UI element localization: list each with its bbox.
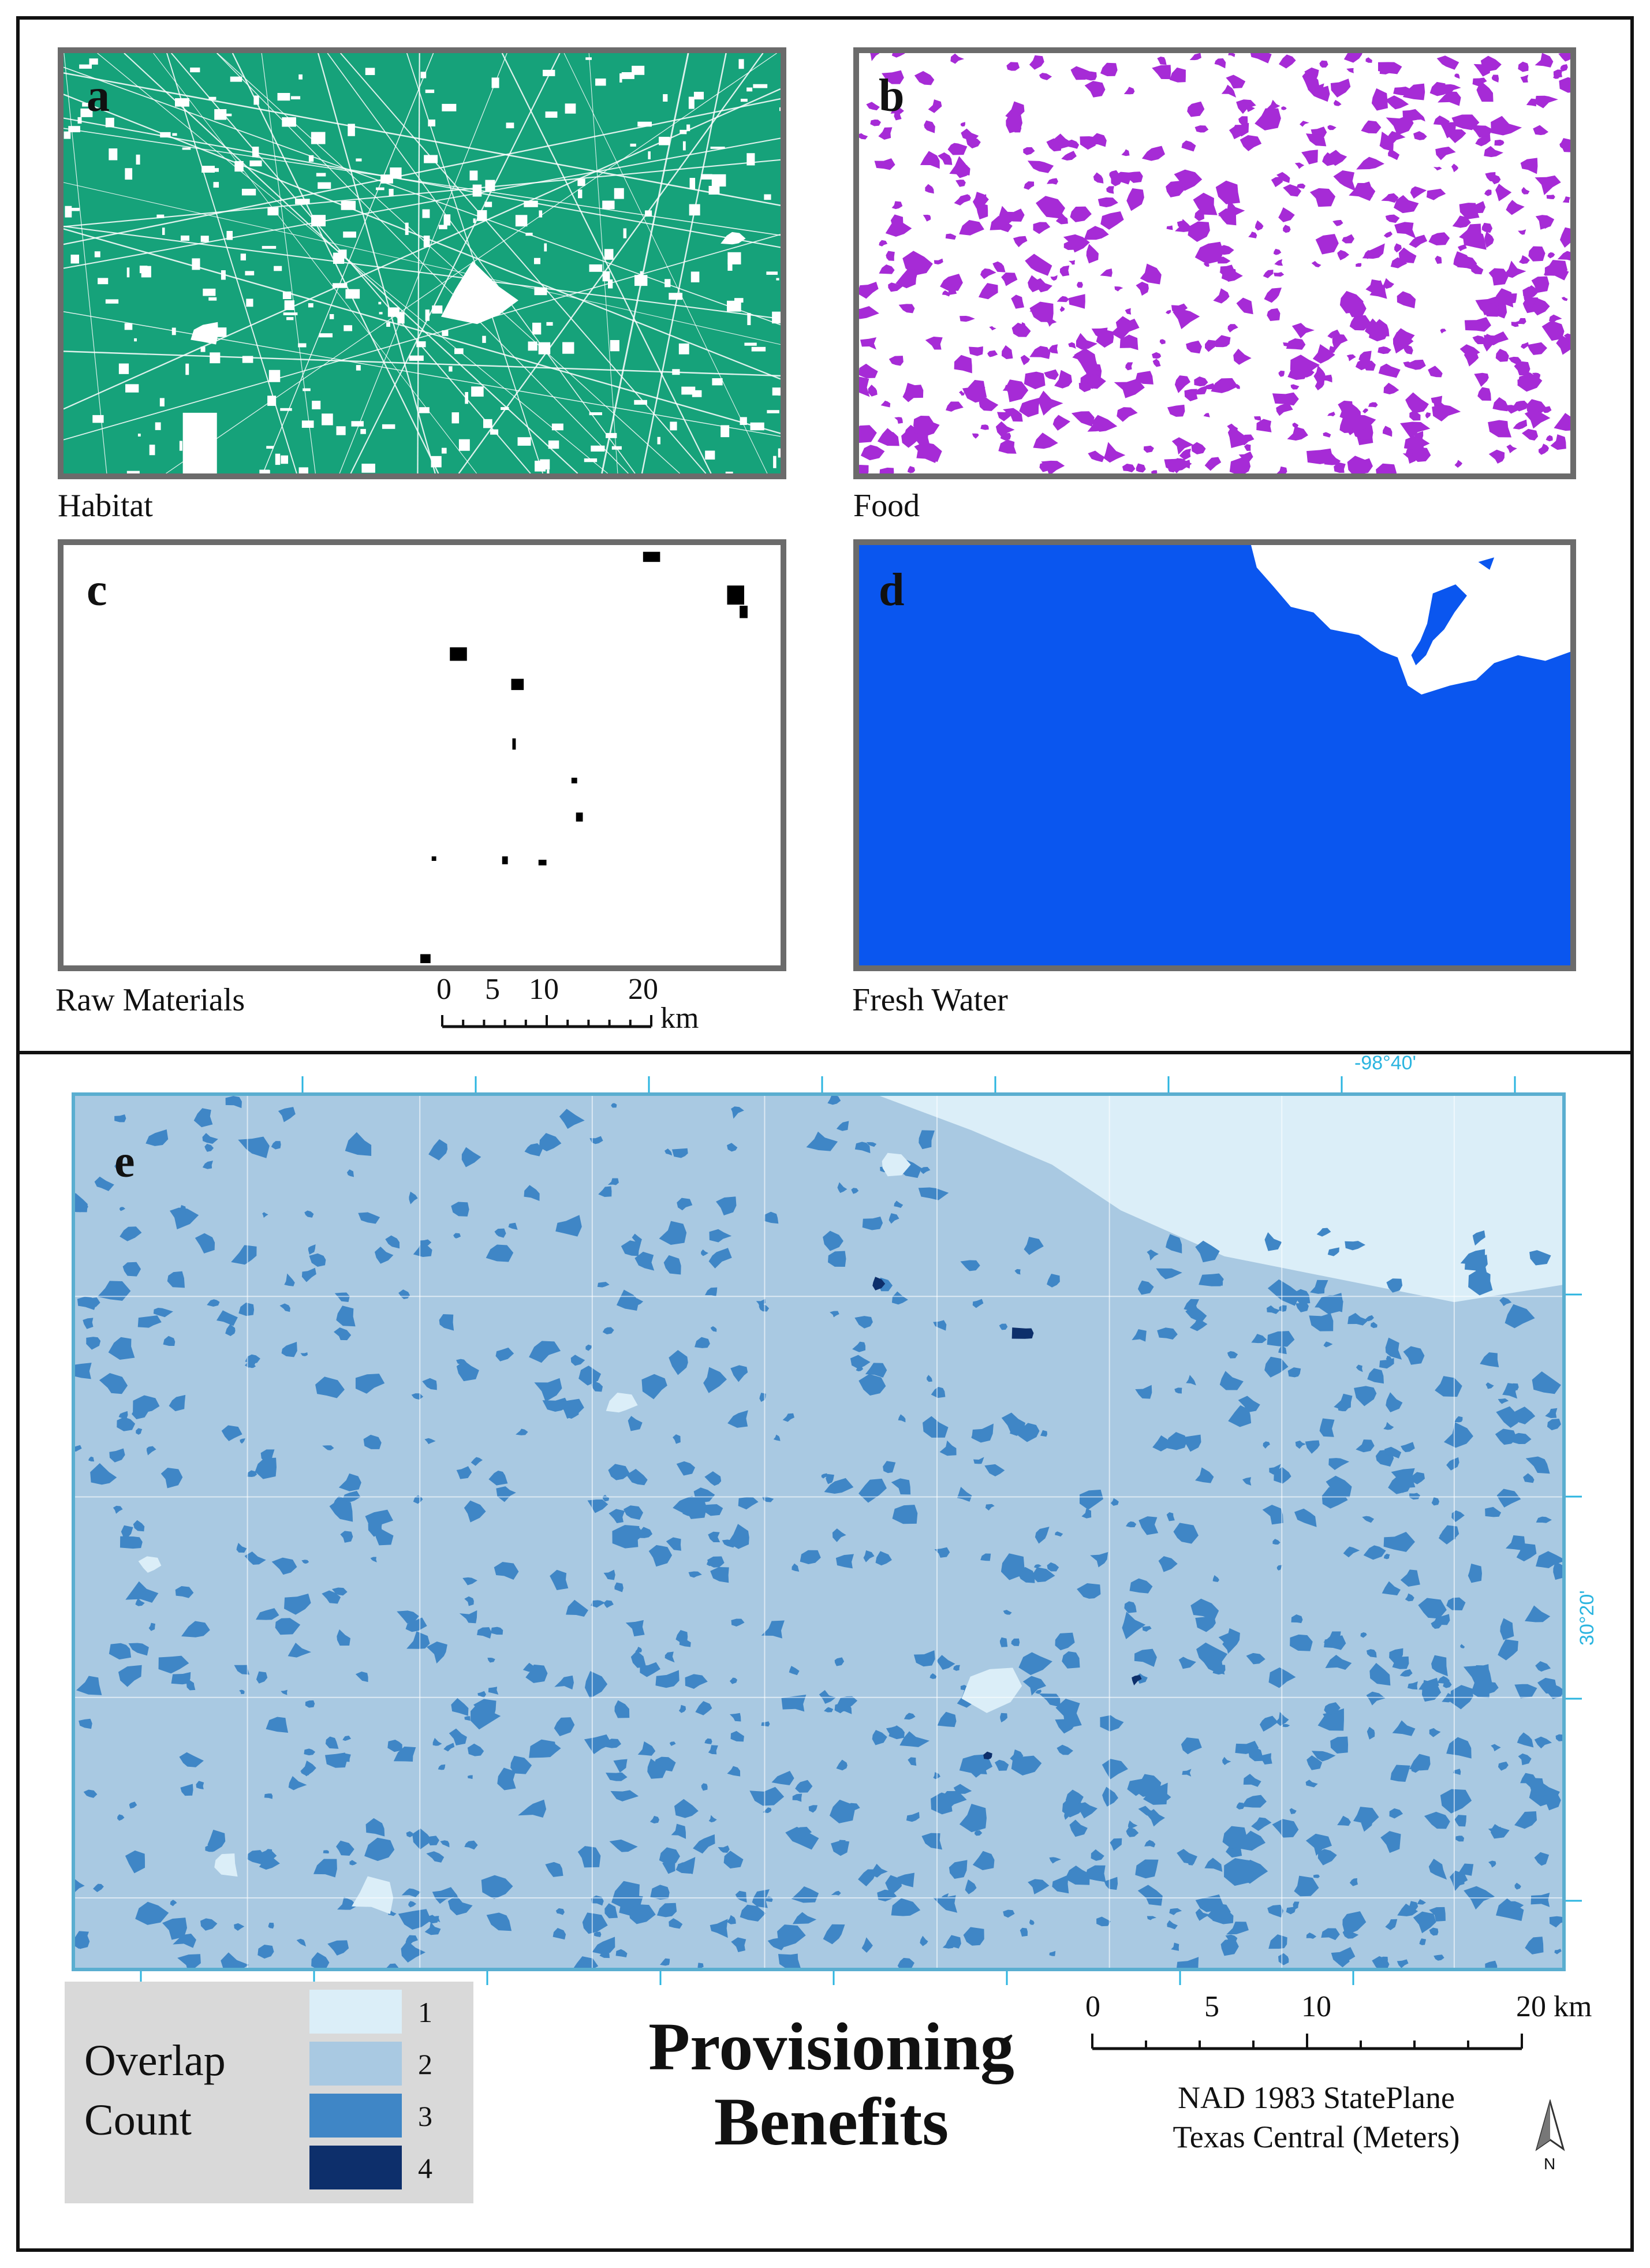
legend-title-line2: Count (84, 2095, 192, 2144)
small-scale-bar-line (441, 1015, 652, 1028)
caption-food: Food (853, 488, 920, 524)
map-panel-food (853, 47, 1576, 479)
figure-title: Provisioning Benefits (600, 2009, 1062, 2159)
main-scale-tick-10: 10 (1301, 1990, 1331, 2023)
north-arrow-label: N (1544, 2155, 1556, 2173)
title-line2: Benefits (714, 2083, 949, 2159)
projection-line2: Texas Central (Meters) (1173, 2119, 1460, 2154)
legend-swatch-2 (309, 2042, 402, 2086)
main-scale-tick-5: 5 (1204, 1990, 1219, 2023)
small-scale-bar: 0 5 10 20 km (436, 973, 715, 1038)
legend-swatch-4 (309, 2146, 402, 2189)
overlap-raster (75, 1096, 1562, 1968)
food-raster (859, 53, 1570, 473)
map-panel-raw-materials (58, 539, 786, 971)
small-scale-tick-5: 5 (485, 973, 500, 1006)
small-scale-tick-0: 0 (436, 973, 451, 1006)
main-scale-bar: 0 5 10 20 km (1085, 1992, 1634, 2061)
main-scale-tick-0: 0 (1085, 1990, 1100, 2023)
legend-title-line1: Overlap (84, 2036, 226, 2085)
panel-letter-c: c (87, 565, 107, 616)
caption-habitat: Habitat (58, 488, 153, 524)
legend: Overlap Count 1 2 3 4 (65, 1982, 473, 2203)
legend-label-4: 4 (418, 2152, 432, 2184)
small-scale-tick-10: 10 (529, 973, 559, 1006)
map-panel-provisioning-overlap (72, 1092, 1566, 1971)
caption-fresh-water: Fresh Water (852, 982, 1008, 1018)
panel-divider (16, 1051, 1634, 1054)
caption-raw-materials: Raw Materials (55, 982, 245, 1018)
latitude-label: 30°20' (1576, 1590, 1598, 1646)
panel-letter-e: e (114, 1136, 135, 1187)
map-panel-habitat (58, 47, 786, 479)
figure-frame (16, 16, 1634, 2252)
north-arrow-icon: N (1530, 2098, 1570, 2174)
main-scale-tick-20: 20 km (1516, 1990, 1592, 2023)
habitat-raster (64, 53, 781, 473)
legend-label-2: 2 (418, 2048, 432, 2080)
legend-label-1: 1 (418, 1996, 432, 2028)
fresh-water-raster (1250, 545, 1570, 695)
title-line1: Provisioning (648, 2009, 1014, 2084)
raw-materials-raster (420, 551, 748, 964)
small-scale-unit: km (660, 1002, 699, 1035)
panel-letter-a: a (87, 70, 110, 121)
panel-letter-d: d (879, 565, 905, 616)
projection-line1: NAD 1983 StatePlane (1178, 2080, 1455, 2115)
longitude-label: -98°40' (1354, 1052, 1417, 1074)
legend-swatch-1 (309, 1990, 402, 2034)
panel-letter-b: b (879, 70, 905, 121)
map-panel-fresh-water (853, 539, 1576, 971)
legend-label-3: 3 (418, 2100, 432, 2132)
main-scale-bar-line (1091, 2034, 1523, 2050)
projection-label: NAD 1983 StatePlane Texas Central (Meter… (1114, 2079, 1518, 2157)
legend-swatch-3 (309, 2094, 402, 2138)
legend-title: Overlap Count (84, 2031, 226, 2150)
small-scale-tick-20: 20 (628, 973, 658, 1006)
